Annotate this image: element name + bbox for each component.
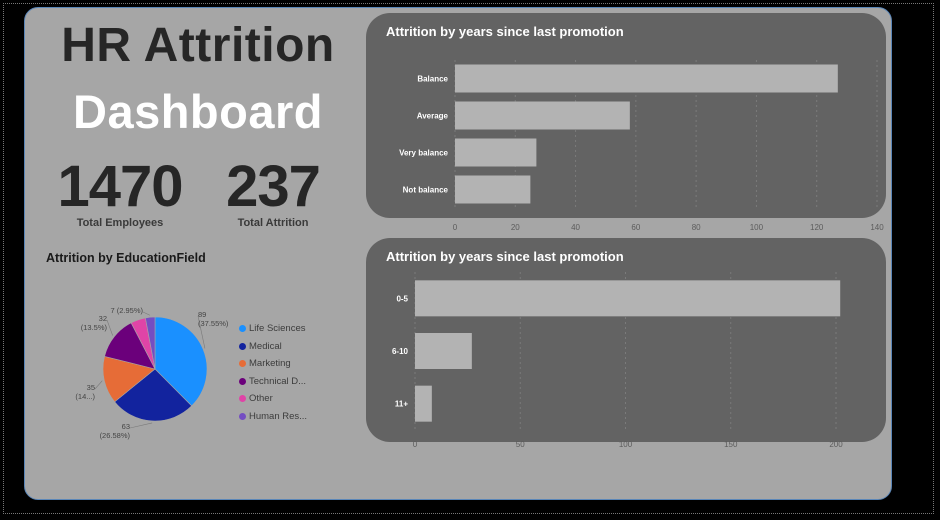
pie-slice[interactable] [145,316,156,370]
bar[interactable] [455,101,630,130]
x-tick-label: 200 [829,440,843,449]
category-label: Balance [417,75,448,84]
legend-item[interactable]: Human Res... [239,408,307,426]
title-line-1: HR Attrition [61,19,335,72]
pie-data-label: 7 (2.95%) [110,306,143,315]
pie-slice[interactable] [154,316,208,407]
legend-swatch [239,395,246,403]
pie-chart-title: Attrition by EducationField [46,251,206,265]
kpi-value: 237 [226,154,321,219]
pie-data-label: 35 (14...) [75,383,95,401]
bar[interactable] [455,64,838,93]
x-tick-label: 80 [692,223,701,232]
bar[interactable] [455,138,537,167]
legend-swatch [239,377,246,385]
legend-label: Marketing [249,358,291,370]
chart-title: Attrition by years since last promotion [386,249,624,264]
pie-slice[interactable] [102,356,156,403]
legend-label: Human Res... [249,410,308,422]
legend-label: Technical D... [249,375,307,387]
pie-leader-line [94,380,103,390]
report-frame [3,3,934,514]
legend-item[interactable]: Marketing [239,355,307,373]
legend-label: Medical [249,340,282,352]
legend-swatch [239,412,246,420]
category-label: 0-5 [396,294,408,303]
category-label: 6-10 [392,347,409,356]
bar[interactable] [415,280,841,317]
category-label: 11+ [395,400,408,409]
legend-swatch [239,360,246,368]
pie-data-label: 32 (13.5%) [80,314,107,332]
pie-leader-line [197,315,206,349]
chart-title: Attrition by years since last promotion [386,24,624,39]
x-tick-label: 20 [511,223,520,232]
x-tick-label: 140 [870,223,884,232]
kpi-total-attrition[interactable]: 237 Total Attrition [208,154,338,230]
category-label: Not balance [403,186,449,195]
pie-slice[interactable] [114,368,193,422]
x-tick-label: 100 [619,440,633,449]
kpi-label: Total Attrition [237,217,309,229]
bar[interactable] [415,385,432,422]
legend-label: Life Sciences [249,323,306,335]
x-tick-label: 150 [724,440,738,449]
x-tick-label: 120 [810,223,824,232]
kpi-total-employees[interactable]: 1470 Total Employees [40,154,200,230]
bar[interactable] [455,175,531,204]
x-tick-label: 50 [516,440,525,449]
legend-item[interactable]: Other [239,390,307,408]
title-line-2: Dashboard [73,85,323,138]
x-tick-label: 0 [413,440,418,449]
pie-leader-line [142,311,151,316]
category-label: Very balance [399,149,448,158]
pie-data-label: 89 (37.55%) [198,310,229,328]
pie-data-label: 63 (26.58%) [99,422,130,440]
x-tick-label: 60 [631,223,640,232]
pie-leader-line [129,422,153,429]
x-tick-label: 100 [750,223,764,232]
pie-leader-line [106,319,113,336]
legend-swatch [239,325,246,333]
x-tick-label: 0 [453,223,458,232]
legend-swatch [239,342,246,350]
kpi-value: 1470 [57,154,183,219]
pie-legend: Life Sciences Medical Marketing Technical D… [239,320,307,425]
category-label: Average [417,112,449,121]
legend-item[interactable]: Technical D... [239,373,307,391]
legend-label: Other [249,393,273,405]
kpi-label: Total Employees [76,217,164,229]
legend-item[interactable]: Medical [239,338,307,356]
x-tick-label: 40 [571,223,580,232]
bar[interactable] [415,333,472,369]
legend-item[interactable]: Life Sciences [239,320,307,338]
